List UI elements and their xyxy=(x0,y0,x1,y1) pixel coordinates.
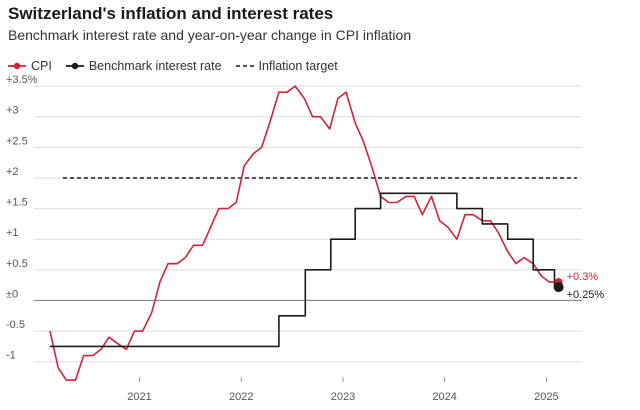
y-tick-label: +1 xyxy=(6,227,19,239)
interest-rate-end-marker xyxy=(553,282,564,293)
cpi-line xyxy=(49,85,559,381)
legend-swatch-rate xyxy=(65,62,84,70)
legend-item-target: Inflation target xyxy=(235,59,338,73)
legend-label-target: Inflation target xyxy=(258,59,338,73)
y-tick-label: +2 xyxy=(6,166,19,178)
y-tick-label: +3 xyxy=(6,105,19,117)
y-tick-label: -1 xyxy=(6,350,16,362)
legend-swatch-target xyxy=(235,65,254,67)
chart-legend: CPI Benchmark interest rate Inflation ta… xyxy=(8,57,352,75)
interest-rate-end-label: +0.25% xyxy=(567,289,605,301)
y-tick-label: +3.5% xyxy=(6,74,38,86)
x-tick-label: 2023 xyxy=(331,391,355,403)
legend-label-rate: Benchmark interest rate xyxy=(88,59,222,73)
x-tick-label: 2025 xyxy=(534,391,558,403)
y-tick-label: +0.5 xyxy=(6,258,28,270)
interest-rate-line xyxy=(50,192,559,348)
x-tick-label: 2022 xyxy=(229,391,253,403)
legend-item-cpi: CPI xyxy=(8,59,52,73)
x-tick-label: 2024 xyxy=(432,391,456,403)
chart-subtitle: Benchmark interest rate and year-on-year… xyxy=(8,27,412,43)
y-tick-label: +2.5 xyxy=(6,135,28,147)
legend-label-cpi: CPI xyxy=(31,59,52,73)
x-tick-label: 2021 xyxy=(127,391,151,403)
legend-swatch-cpi xyxy=(8,62,26,70)
y-tick-label: -0.5 xyxy=(6,319,25,331)
legend-item-rate: Benchmark interest rate xyxy=(65,59,222,73)
chart-title: Switzerland's inflation and interest rat… xyxy=(8,4,334,23)
y-tick-label: ±0 xyxy=(6,288,18,300)
y-tick-label: +1.5 xyxy=(6,197,28,209)
cpi-end-label: +0.3% xyxy=(567,271,599,283)
